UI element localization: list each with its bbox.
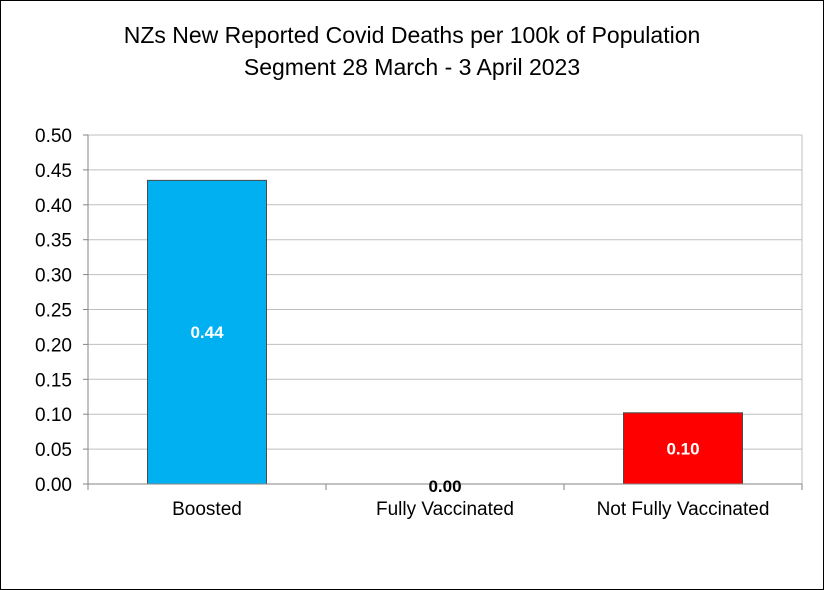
- y-tick-label: 0.10: [35, 405, 72, 426]
- data-label: 0.44: [190, 323, 224, 342]
- x-tick-label: Fully Vaccinated: [376, 499, 514, 520]
- y-tick-label: 0.40: [35, 196, 72, 217]
- y-tick-label: 0.50: [35, 126, 72, 147]
- y-tick-label: 0.25: [35, 301, 72, 322]
- chart-subtitle: Segment 28 March - 3 April 2023: [243, 54, 581, 80]
- y-tick-label: 0.20: [35, 335, 72, 356]
- y-tick-label: 0.00: [35, 475, 72, 496]
- x-axis-labels: Boosted Fully Vaccinated Not Fully Vaccina…: [172, 499, 769, 520]
- bar-not-fully-vaccinated: [623, 412, 743, 485]
- bars: [147, 179, 743, 485]
- y-tick-label: 0.05: [35, 440, 72, 461]
- y-axis-ticks: 0.00 0.05 0.10 0.15 0.20 0.25 0.30 0.35 0.40 0.45…: [35, 126, 72, 496]
- x-tick-label: Not Fully Vaccinated: [597, 499, 770, 520]
- data-label: 0.00: [428, 477, 461, 496]
- chart-title: NZs New Reported Covid Deaths per 100k o…: [123, 22, 701, 48]
- y-tick-label: 0.35: [35, 231, 72, 252]
- bar-boosted: [147, 179, 267, 485]
- y-tick-label: 0.15: [35, 370, 72, 391]
- axes: [83, 134, 803, 490]
- y-tick-label: 0.45: [35, 161, 72, 182]
- y-tick-label: 0.30: [35, 266, 72, 287]
- data-labels: 0.44 0.00 0.10: [190, 323, 699, 496]
- chart-title-block: NZs New Reported Covid Deaths per 100k o…: [1, 19, 823, 83]
- x-tick-label: Boosted: [172, 499, 242, 520]
- data-label: 0.10: [666, 439, 699, 458]
